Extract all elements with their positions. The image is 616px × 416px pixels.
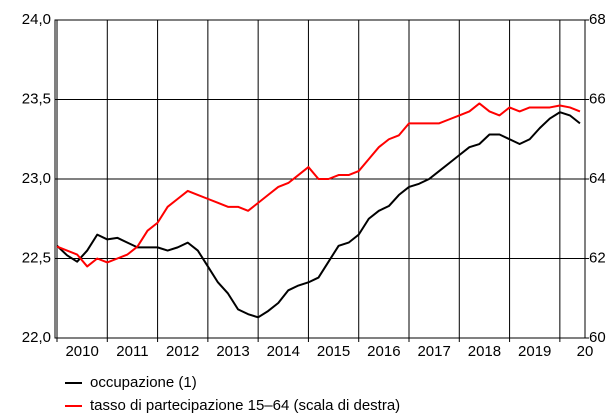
x-tick-label: 2017 — [417, 343, 450, 360]
x-tick-label: 2015 — [317, 343, 350, 360]
legend-label: tasso di partecipazione 15–64 (scala di … — [90, 397, 400, 414]
y-tick-label: 22,5 — [22, 249, 51, 266]
plot-frame — [54, 19, 586, 339]
x-tick-label: 2018 — [468, 343, 501, 360]
y2-tick-label: 62 — [589, 249, 606, 266]
data-line — [56, 102, 581, 268]
y-tick-label: 24,0 — [22, 11, 51, 28]
x-tick-label: 2016 — [367, 343, 400, 360]
x-tick-label: 2012 — [166, 343, 199, 360]
x-tick-label: 20 — [577, 343, 594, 360]
y2-tick-label: 60 — [589, 329, 606, 346]
x-tick-label: 2010 — [65, 343, 98, 360]
data-line — [56, 111, 581, 319]
y2-tick-label: 64 — [589, 170, 606, 187]
y-tick-label: 23,0 — [22, 170, 51, 187]
y-tick-label: 22,0 — [22, 329, 51, 346]
y-tick-label: 23,5 — [22, 90, 51, 107]
y2-tick-label: 66 — [589, 90, 606, 107]
x-tick-label: 2019 — [518, 343, 551, 360]
x-tick-label: 2014 — [267, 343, 300, 360]
legend-label: occupazione (1) — [90, 374, 197, 391]
y2-tick-label: 68 — [589, 11, 606, 28]
x-tick-label: 2013 — [216, 343, 249, 360]
x-tick-label: 2011 — [116, 343, 148, 360]
